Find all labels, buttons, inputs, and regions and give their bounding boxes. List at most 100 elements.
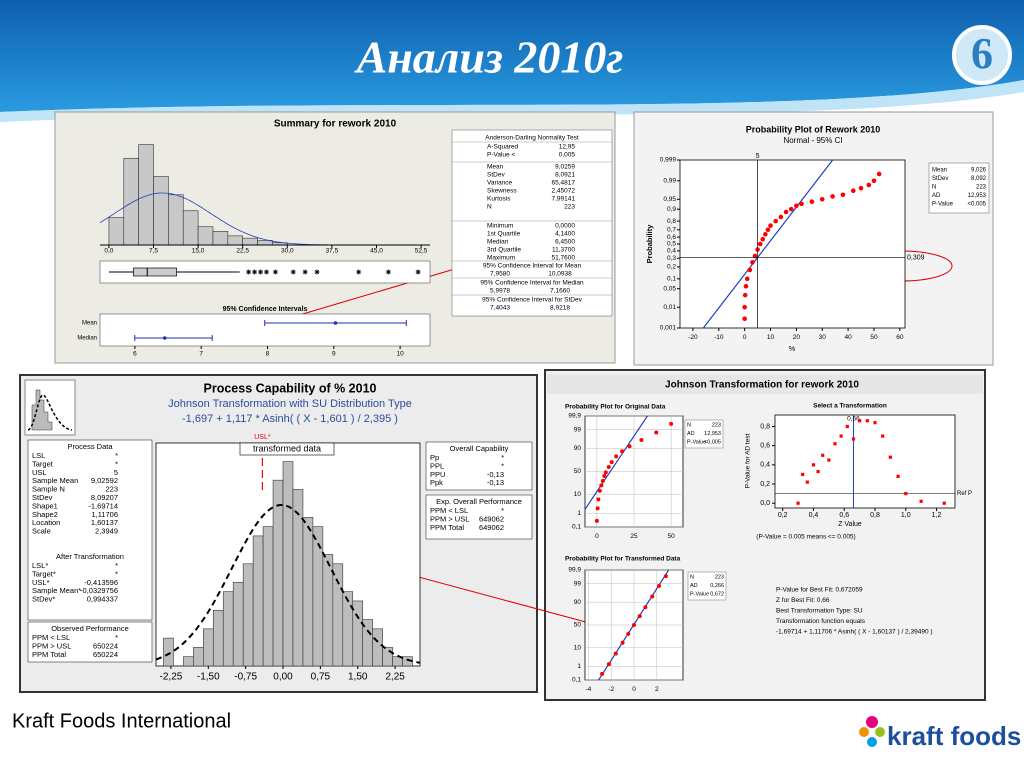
table-title: After Transformation	[56, 552, 124, 561]
stat-value: 223	[715, 574, 724, 580]
fit-curve	[100, 192, 430, 245]
x-tick-label: 8	[266, 351, 270, 358]
stat-value: 9,026	[971, 168, 987, 174]
stat-value: 649062	[479, 514, 504, 523]
header-band	[0, 0, 1024, 112]
stat-value: 8,09207	[91, 493, 118, 502]
x-tick-label: 10	[767, 334, 775, 341]
y-tick-label: 0,8	[667, 218, 676, 225]
point	[778, 214, 784, 220]
y-tick-label: 90	[574, 445, 582, 452]
ci-estimate	[162, 336, 167, 340]
point	[919, 499, 923, 503]
point	[851, 437, 856, 441]
stat-label: P-Value <	[487, 152, 515, 159]
bar	[193, 647, 204, 667]
outlier	[263, 269, 269, 275]
ci-frame	[99, 313, 431, 347]
interval-title: 95% Confidence Interval for Median	[480, 280, 584, 287]
point	[871, 178, 877, 184]
stat-label: PPU	[430, 470, 445, 479]
point	[809, 199, 815, 205]
stat-label: USL	[32, 468, 47, 477]
x-tick-label: 22,5	[236, 248, 249, 255]
stat-label: P-Value	[932, 202, 954, 208]
stat-label: StDev*	[32, 595, 55, 604]
stat-label: StDev	[32, 493, 53, 502]
result-line: P-Value for Best Fit: 0,672059	[776, 587, 863, 594]
table-title: Exp. Overall Performance	[436, 497, 522, 506]
subplot-title: Probability Plot for Original Data	[565, 404, 666, 411]
stat-value: 223	[712, 422, 721, 428]
stat-label: LSL	[32, 451, 45, 460]
interval-value: 7,9580	[490, 271, 510, 278]
point	[763, 231, 768, 237]
stat-value: *	[115, 633, 118, 642]
outlier	[302, 269, 308, 275]
x-tick-label: 6	[133, 351, 137, 358]
table-title: Process Data	[67, 442, 113, 451]
panel-subtitle: Normal - 95% CI	[783, 136, 842, 145]
point	[858, 185, 864, 191]
result-line: Best Transformation Type: SU	[776, 608, 863, 615]
stat-value: 2,3949	[95, 527, 118, 536]
table-box	[425, 441, 533, 491]
thumb-curve	[27, 394, 73, 431]
bar	[252, 535, 264, 667]
y-tick-label: 50	[574, 468, 582, 475]
point	[600, 478, 605, 483]
y-tick-label: 0,9	[667, 206, 676, 213]
outlier	[252, 269, 258, 275]
outlier	[272, 269, 278, 275]
outlier	[314, 269, 320, 275]
point	[742, 316, 747, 321]
bar	[168, 194, 184, 246]
bar	[402, 656, 413, 667]
stat-label: Variance	[487, 180, 513, 187]
interval-value: 8,9218	[550, 305, 570, 312]
legend-box	[239, 442, 335, 456]
stat-value: 9,02592	[91, 476, 118, 485]
y-tick-label: 0,5	[667, 241, 676, 248]
title-band	[547, 374, 983, 394]
stat-label: PPM > USL	[32, 641, 71, 650]
bar	[282, 461, 294, 667]
bar	[262, 526, 274, 667]
stat-value: 51,7600	[552, 255, 576, 262]
y-tick-label: 0,1	[572, 524, 581, 531]
y-tick-label: 99,9	[568, 567, 581, 574]
bar	[342, 591, 354, 667]
stat-value: *	[115, 459, 118, 468]
stat-label: Sample Mean	[32, 476, 78, 485]
x-tick-label: 1,0	[901, 512, 911, 519]
point	[650, 594, 655, 599]
point	[866, 182, 872, 188]
stat-value: 9,0259	[555, 164, 575, 171]
x-tick-label: 1,2	[932, 512, 942, 519]
stat-value: 650224	[93, 650, 118, 659]
stat-label: PPM Total	[32, 650, 66, 659]
stats-title: Anderson-Darling Normality Test	[485, 135, 579, 142]
point	[639, 438, 644, 443]
stat-label: 1st Quartile	[487, 231, 521, 238]
stat-value: 65,4817	[552, 180, 576, 187]
legend-label: transformed data	[253, 443, 321, 453]
stat-label: Skewness	[487, 188, 517, 195]
point	[637, 614, 642, 619]
x-tick-label: 0,2	[778, 512, 788, 519]
stat-label: Pp	[430, 453, 439, 462]
point	[757, 241, 763, 247]
x-tick-label: -4	[586, 686, 592, 693]
outlier	[415, 269, 421, 275]
x-tick-label: 40	[844, 334, 852, 341]
point	[827, 458, 831, 462]
stat-value: 8,092	[971, 176, 987, 182]
stat-value: *	[501, 506, 504, 515]
x-tick-label: -1,50	[197, 672, 220, 683]
x-tick-label: 15,0	[192, 248, 205, 255]
point	[606, 464, 611, 469]
y-tick-label: 0,4	[760, 462, 770, 469]
bar	[153, 176, 169, 246]
stat-value: 12,953	[704, 431, 721, 437]
point	[643, 605, 648, 610]
